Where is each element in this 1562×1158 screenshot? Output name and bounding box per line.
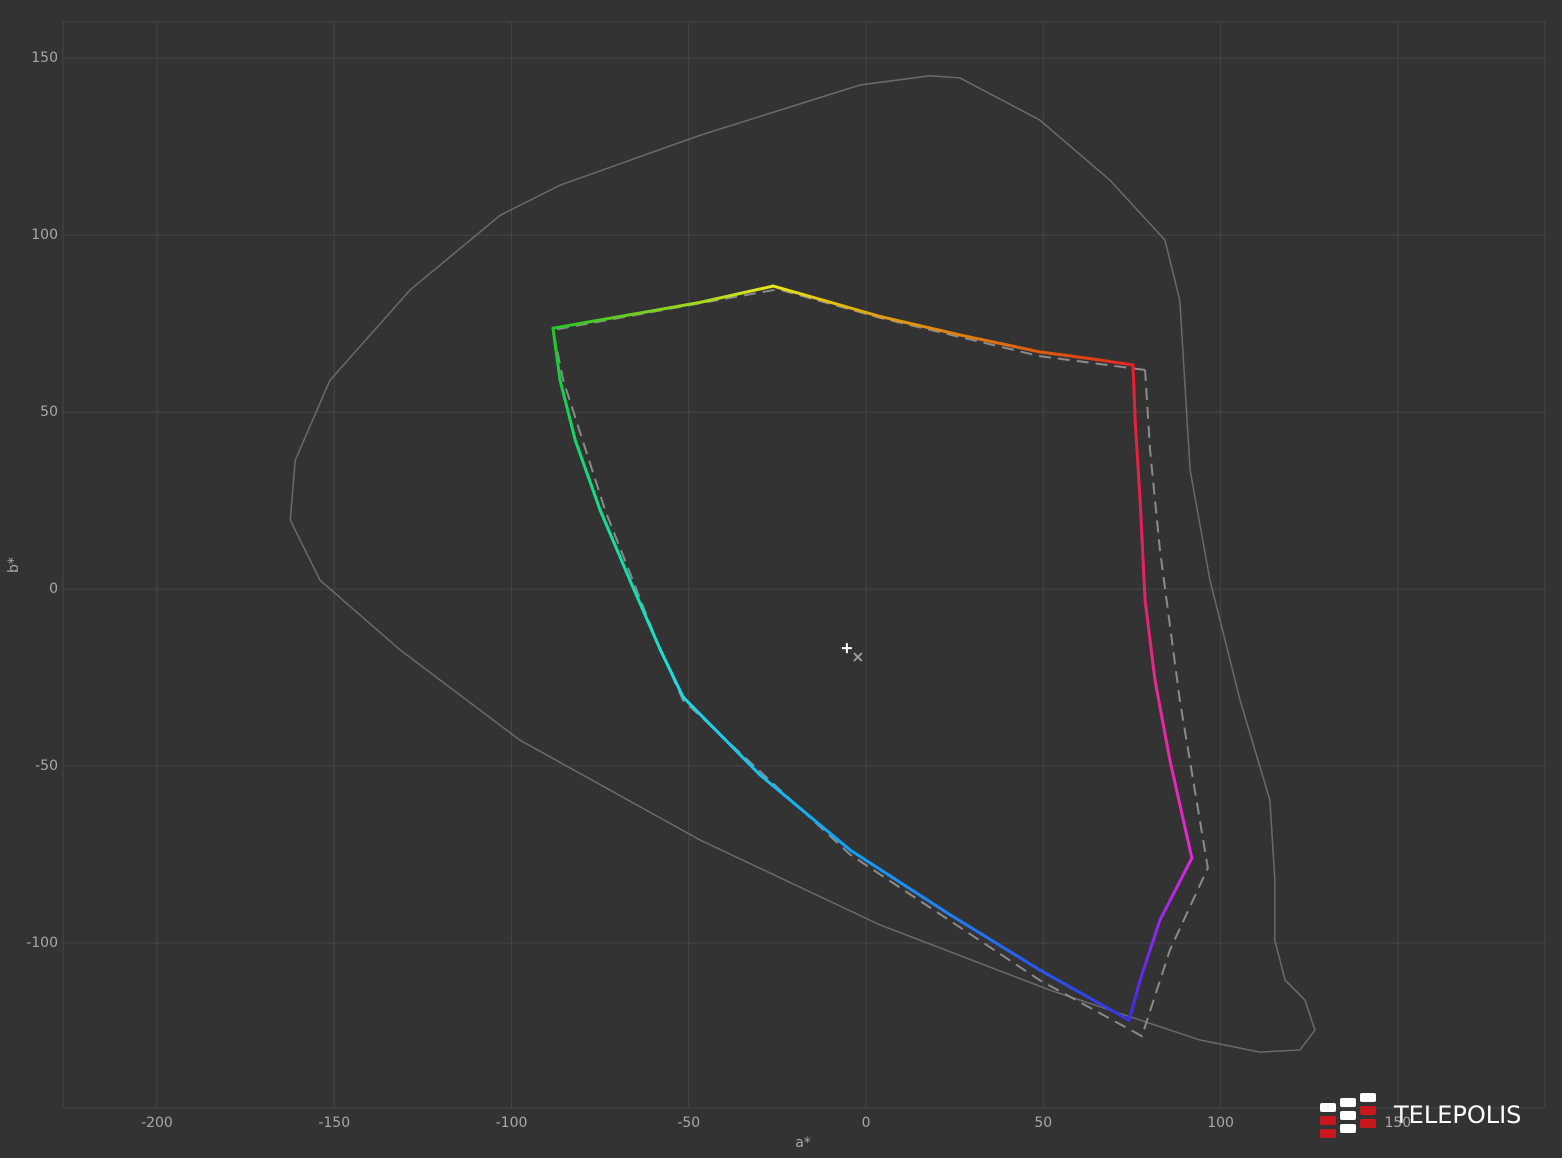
- x-axis-label: a*: [795, 1135, 811, 1151]
- gamut-segment: [1138, 498, 1147, 602]
- gamut-segment: [1127, 978, 1142, 1022]
- gamut-segment: [1143, 598, 1157, 682]
- x-tick-label: -100: [496, 1115, 528, 1131]
- logo-block: [1340, 1124, 1356, 1133]
- gamut-segment: [829, 300, 882, 319]
- logo-block: [1360, 1106, 1376, 1115]
- plot-area: [289, 75, 1316, 1053]
- x-tick-label: -150: [318, 1115, 350, 1131]
- x-tick-label: 0: [862, 1115, 871, 1131]
- gamut-segment: [698, 284, 775, 304]
- white-point-marker: [853, 652, 863, 662]
- logo-block: [1320, 1103, 1336, 1112]
- grid: [63, 22, 1545, 1108]
- y-tick-label: 0: [49, 581, 58, 597]
- y-tick-label: 100: [31, 227, 58, 243]
- gamut-segment: [1153, 678, 1172, 762]
- gamut-segment: [681, 695, 762, 777]
- gamut-segment: [1168, 758, 1194, 860]
- gamut-segment: [758, 773, 852, 852]
- gamut-segment: [771, 284, 833, 304]
- x-tick-label: 50: [1034, 1115, 1052, 1131]
- gamut-segment: [658, 648, 685, 699]
- logo-block: [1360, 1093, 1376, 1102]
- logo-block: [1340, 1098, 1356, 1107]
- logo-block: [1320, 1116, 1336, 1125]
- logo: TELEPOLIS: [1320, 1093, 1521, 1138]
- y-tick-label: 150: [31, 50, 58, 66]
- gamut-segment: [558, 378, 577, 442]
- watermark: TELEPOLIS: [1393, 1101, 1521, 1129]
- y-axis-label: b*: [6, 557, 22, 573]
- x-tick-label: -50: [677, 1115, 700, 1131]
- gamut-segment: [848, 848, 952, 917]
- gamut-segment: [1133, 418, 1142, 502]
- spectral-locus: [289, 75, 1316, 1053]
- gamut-segment: [573, 438, 602, 512]
- x-tick-label: 150: [1384, 1115, 1411, 1131]
- reference-gamut: [551, 288, 1209, 1038]
- logo-block: [1320, 1129, 1336, 1138]
- plot-frame: [62, 21, 1546, 1109]
- white-point-marker: [841, 643, 852, 654]
- gamut-segment: [1038, 350, 1102, 362]
- gamut-segment: [1098, 358, 1135, 367]
- gamut-segment: [618, 300, 702, 319]
- gamut-segment: [598, 508, 632, 582]
- x-tick-label: -200: [141, 1115, 173, 1131]
- gamut-segment: [551, 326, 562, 382]
- gamut-segment: [948, 913, 1042, 972]
- x-tick-label: 100: [1207, 1115, 1234, 1131]
- gamut-segment: [1138, 918, 1162, 982]
- y-tick-label: -50: [35, 758, 58, 774]
- logo-block: [1360, 1119, 1376, 1128]
- y-tick-label: -100: [26, 935, 58, 951]
- gamut-segment: [1158, 856, 1194, 922]
- gamut-segment: [628, 578, 662, 652]
- logo-block: [1340, 1111, 1356, 1120]
- gamut-segment: [878, 315, 962, 337]
- y-tick-label: 50: [40, 404, 58, 420]
- gamut-segment: [958, 333, 1042, 354]
- gamut-segment: [551, 315, 622, 330]
- gamut-segment: [1131, 363, 1137, 422]
- gamut-segment: [1038, 968, 1131, 1022]
